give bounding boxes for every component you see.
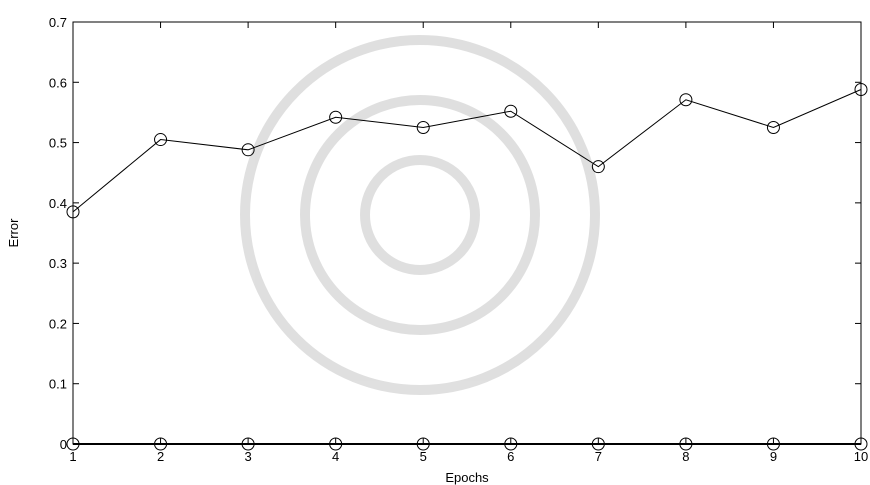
y-tick-label: 0.2 xyxy=(49,316,67,331)
y-tick-label: 0 xyxy=(60,437,67,452)
x-tick-label: 2 xyxy=(157,449,164,464)
data-point xyxy=(416,121,430,134)
x-tick-label: 8 xyxy=(682,449,689,464)
data-point xyxy=(766,437,780,451)
data-point xyxy=(329,110,343,124)
data-point xyxy=(241,437,255,451)
x-axis-label: Epochs xyxy=(445,470,489,485)
x-tick-label: 4 xyxy=(332,449,339,464)
y-tick-label: 0.1 xyxy=(49,377,67,392)
data-point xyxy=(591,160,605,174)
data-point xyxy=(66,437,80,451)
data-point xyxy=(154,133,168,147)
data-point xyxy=(504,104,518,118)
data-point xyxy=(154,437,168,451)
y-axis: 0 0.1 0.2 0.3 0.4 0.5 0.6 0.7 xyxy=(49,15,861,452)
watermark-rosette xyxy=(240,35,600,395)
x-tick-label: 9 xyxy=(770,449,777,464)
x-tick-label: 7 xyxy=(595,449,602,464)
data-point xyxy=(679,437,693,451)
x-tick-label: 10 xyxy=(854,449,868,464)
data-point xyxy=(329,437,343,451)
y-tick-label: 0.7 xyxy=(49,15,67,30)
data-point xyxy=(854,437,868,451)
data-point xyxy=(504,437,518,451)
data-point xyxy=(241,143,255,157)
y-tick-label: 0.5 xyxy=(49,136,67,151)
x-tick-label: 6 xyxy=(507,449,514,464)
data-point xyxy=(854,83,868,97)
data-point xyxy=(591,437,605,451)
y-tick-label: 0.4 xyxy=(49,196,67,211)
data-point xyxy=(766,121,780,134)
series-layer xyxy=(66,83,868,451)
x-tick-label: 1 xyxy=(69,449,76,464)
data-point xyxy=(679,93,693,107)
series-line xyxy=(72,89,862,213)
y-tick-label: 0.6 xyxy=(49,75,67,90)
x-tick-label: 5 xyxy=(420,449,427,464)
y-axis-label: Error xyxy=(6,218,21,248)
y-tick-label: 0.3 xyxy=(49,256,67,271)
data-point xyxy=(416,437,430,451)
x-tick-label: 3 xyxy=(244,449,251,464)
data-point xyxy=(66,205,80,219)
